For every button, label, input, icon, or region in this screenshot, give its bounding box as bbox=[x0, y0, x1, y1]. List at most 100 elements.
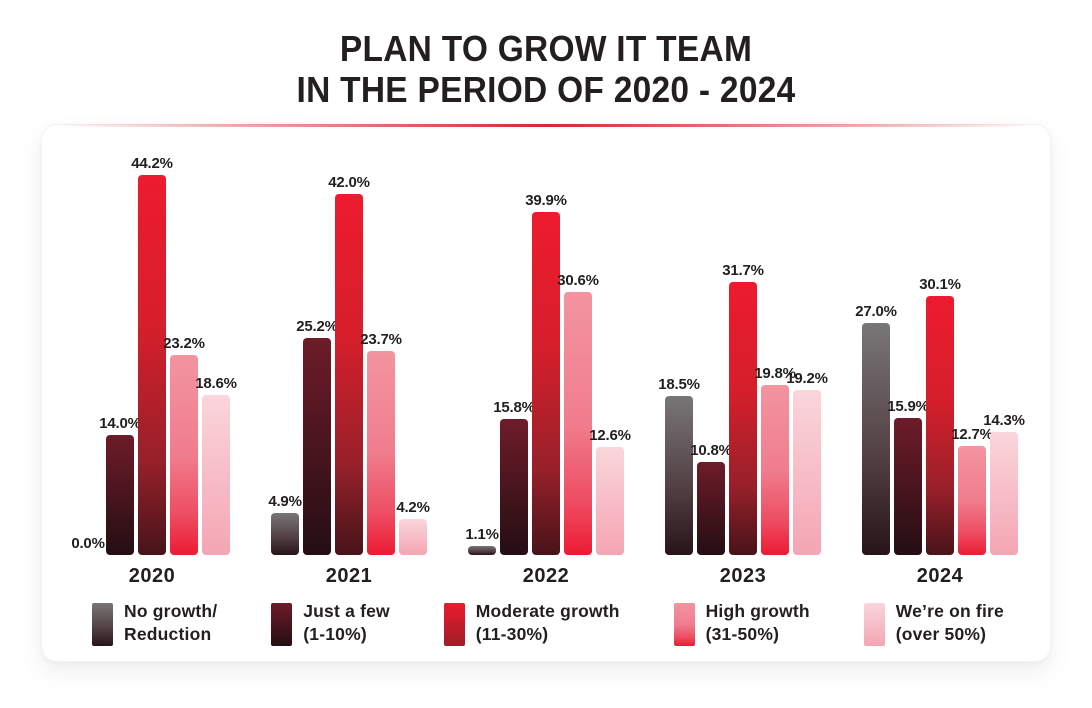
bar-value-label-just-a-few-2022: 15.8% bbox=[493, 399, 535, 417]
chart-title-line-1: PLAN TO GROW IT TEAM bbox=[339, 28, 753, 69]
legend-label-on-fire: We’re on fire (over 50%) bbox=[895, 601, 1004, 645]
legend-swatch-no-growth bbox=[92, 603, 113, 646]
bar-slot-no-growth-2022: 1.1% bbox=[465, 525, 499, 555]
bar-cluster-2021: 4.9% 25.2% 42.0% 23.7% 4.2% bbox=[268, 155, 430, 555]
bar-slot-high-growth-2022: 30.6% bbox=[557, 272, 599, 555]
year-label-2021: 2021 bbox=[325, 565, 373, 587]
bar-value-label-moderate-growth-2022: 39.9% bbox=[525, 191, 567, 209]
bar-just-a-few-2020 bbox=[106, 434, 134, 555]
bar-value-label-on-fire-2023: 19.2% bbox=[786, 369, 828, 387]
legend-item-just-a-few: Just a few (1-10%) bbox=[271, 600, 390, 647]
legend-label-moderate-growth: Moderate growth (11-30%) bbox=[475, 601, 620, 645]
bar-value-label-high-growth-2024: 12.7% bbox=[951, 425, 993, 443]
bar-just-a-few-2024 bbox=[894, 418, 922, 555]
bar-value-label-just-a-few-2024: 15.9% bbox=[887, 398, 929, 416]
bar-on-fire-2021 bbox=[399, 518, 427, 555]
bar-slot-just-a-few-2023: 10.8% bbox=[690, 442, 732, 555]
bar-no-growth-2022 bbox=[468, 545, 496, 555]
bar-no-growth-2024 bbox=[862, 322, 890, 555]
bar-value-label-moderate-growth-2020: 44.2% bbox=[131, 154, 173, 172]
bar-slot-on-fire-2021: 4.2% bbox=[396, 498, 430, 555]
bar-slot-on-fire-2023: 19.2% bbox=[786, 370, 828, 555]
bar-slot-no-growth-2021: 4.9% bbox=[268, 492, 302, 555]
bar-slot-just-a-few-2020: 14.0% bbox=[99, 415, 141, 555]
bar-on-fire-2022 bbox=[596, 446, 624, 555]
year-group-2024: 27.0% 15.9% 30.1% 12.7% 14.3% 2024 bbox=[855, 155, 1025, 588]
chart-card: 0.0% 14.0% 44.2% 23.2% 18.6% 2020 4.9% 25.2% 42.… bbox=[41, 124, 1051, 662]
bar-cluster-2024: 27.0% 15.9% 30.1% 12.7% 14.3% bbox=[855, 155, 1025, 555]
bar-slot-high-growth-2023: 19.8% bbox=[754, 365, 796, 555]
bar-value-label-no-growth-2022: 1.1% bbox=[465, 525, 499, 543]
bar-just-a-few-2023 bbox=[697, 462, 725, 555]
bar-value-label-moderate-growth-2021: 42.0% bbox=[328, 173, 370, 191]
bar-just-a-few-2021 bbox=[303, 338, 331, 555]
bar-slot-just-a-few-2021: 25.2% bbox=[296, 318, 338, 555]
bar-on-fire-2024 bbox=[990, 432, 1018, 555]
chart-area: 0.0% 14.0% 44.2% 23.2% 18.6% 2020 4.9% 25.2% 42.… bbox=[42, 125, 1050, 588]
year-group-2022: 1.1% 15.8% 39.9% 30.6% 12.6% 2022 bbox=[465, 155, 631, 588]
bar-value-label-high-growth-2021: 23.7% bbox=[360, 331, 402, 349]
bar-value-label-high-growth-2023: 19.8% bbox=[754, 364, 796, 382]
legend-item-no-growth: No growth/Reduction bbox=[92, 600, 217, 647]
legend-swatch-just-a-few bbox=[271, 603, 293, 646]
bar-moderate-growth-2023 bbox=[729, 282, 757, 555]
chart-title-line-2: IN THE PERIOD OF 2020 - 2024 bbox=[296, 69, 796, 110]
bar-value-label-just-a-few-2020: 14.0% bbox=[99, 414, 141, 432]
legend-label-no-growth: No growth/Reduction bbox=[124, 601, 218, 645]
bar-value-label-high-growth-2020: 23.2% bbox=[163, 335, 205, 353]
bar-value-label-high-growth-2022: 30.6% bbox=[557, 271, 599, 289]
bar-value-label-no-growth-2020: 0.0% bbox=[71, 535, 105, 552]
bar-cluster-2022: 1.1% 15.8% 39.9% 30.6% 12.6% bbox=[465, 155, 631, 555]
chart-title: PLAN TO GROW IT TEAM IN THE PERIOD OF 202… bbox=[38, 28, 1054, 110]
bar-slot-moderate-growth-2021: 42.0% bbox=[328, 174, 370, 555]
bar-slot-just-a-few-2022: 15.8% bbox=[493, 399, 535, 555]
year-group-2020: 0.0% 14.0% 44.2% 23.2% 18.6% 2020 bbox=[71, 154, 237, 588]
bar-moderate-growth-2024 bbox=[926, 296, 954, 555]
bar-high-growth-2022 bbox=[564, 291, 592, 555]
bar-high-growth-2024 bbox=[958, 445, 986, 555]
bar-slot-on-fire-2022: 12.6% bbox=[589, 427, 631, 555]
legend-item-moderate-growth: Moderate growth (11-30%) bbox=[443, 600, 620, 647]
bar-cluster-2023: 18.5% 10.8% 31.7% 19.8% 19.2% bbox=[658, 155, 828, 555]
bar-value-label-on-fire-2022: 12.6% bbox=[589, 426, 631, 444]
bar-slot-on-fire-2024: 14.3% bbox=[983, 412, 1025, 555]
bar-moderate-growth-2022 bbox=[532, 211, 560, 555]
year-group-2023: 18.5% 10.8% 31.7% 19.8% 19.2% 2023 bbox=[658, 155, 828, 588]
bar-cluster-2020: 0.0% 14.0% 44.2% 23.2% 18.6% bbox=[71, 154, 237, 555]
bar-slot-high-growth-2021: 23.7% bbox=[360, 331, 402, 555]
year-label-2020: 2020 bbox=[128, 565, 176, 587]
bar-slot-high-growth-2024: 12.7% bbox=[951, 426, 993, 555]
year-label-2022: 2022 bbox=[522, 565, 570, 587]
bar-on-fire-2023 bbox=[793, 389, 821, 555]
bar-on-fire-2020 bbox=[202, 395, 230, 555]
year-label-2024: 2024 bbox=[916, 565, 964, 587]
bar-value-label-no-growth-2021: 4.9% bbox=[268, 492, 302, 510]
bar-value-label-just-a-few-2023: 10.8% bbox=[690, 442, 732, 460]
bar-high-growth-2023 bbox=[761, 384, 789, 555]
bar-no-growth-2023 bbox=[665, 395, 693, 555]
year-group-2021: 4.9% 25.2% 42.0% 23.7% 4.2% 2021 bbox=[268, 155, 430, 588]
bar-value-label-moderate-growth-2024: 30.1% bbox=[919, 276, 961, 294]
card-top-accent-line bbox=[56, 124, 1036, 127]
bar-just-a-few-2022 bbox=[500, 419, 528, 555]
legend-label-just-a-few: Just a few (1-10%) bbox=[303, 601, 390, 645]
bar-value-label-just-a-few-2021: 25.2% bbox=[296, 318, 338, 336]
legend-item-high-growth: High growth (31-50%) bbox=[673, 600, 810, 647]
bar-value-label-on-fire-2020: 18.6% bbox=[195, 375, 237, 393]
bar-slot-moderate-growth-2022: 39.9% bbox=[525, 192, 567, 555]
legend-swatch-on-fire bbox=[863, 603, 885, 646]
legend-swatch-moderate-growth bbox=[443, 603, 465, 646]
bar-slot-no-growth-2020: 0.0% bbox=[71, 535, 105, 555]
bar-slot-high-growth-2020: 23.2% bbox=[163, 335, 205, 555]
bar-high-growth-2020 bbox=[170, 355, 198, 555]
bar-value-label-moderate-growth-2023: 31.7% bbox=[722, 262, 764, 280]
year-label-2023: 2023 bbox=[719, 565, 767, 587]
bar-slot-no-growth-2024: 27.0% bbox=[855, 303, 897, 555]
bar-slot-moderate-growth-2024: 30.1% bbox=[919, 276, 961, 555]
bar-value-label-no-growth-2024: 27.0% bbox=[855, 302, 897, 320]
legend-swatch-high-growth bbox=[673, 603, 695, 646]
bar-value-label-on-fire-2021: 4.2% bbox=[396, 498, 430, 516]
bar-slot-no-growth-2023: 18.5% bbox=[658, 376, 700, 555]
legend: No growth/Reduction Just a few (1-10%) Mode… bbox=[42, 588, 1050, 647]
bar-value-label-no-growth-2023: 18.5% bbox=[658, 375, 700, 393]
